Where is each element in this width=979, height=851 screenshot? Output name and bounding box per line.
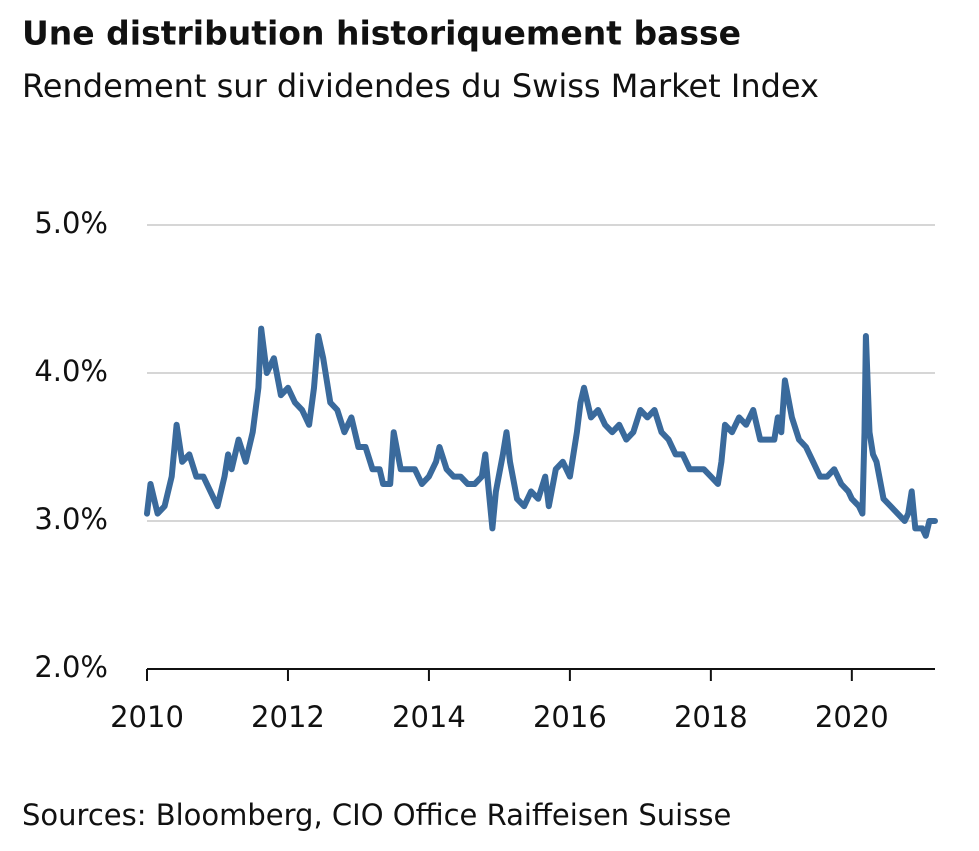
chart-subtitle: Rendement sur dividendes du Swiss Market… [22, 67, 819, 105]
x-tick-label: 2014 [392, 700, 466, 734]
y-tick-label: 2.0% [34, 650, 108, 684]
y-tick-label: 5.0% [34, 206, 108, 240]
x-tick-label: 2012 [251, 700, 325, 734]
y-tick-label: 4.0% [34, 354, 108, 388]
line-series [144, 325, 938, 539]
x-tick-label: 2016 [533, 700, 607, 734]
y-tick-label: 3.0% [34, 502, 108, 536]
x-tick-label: 2018 [674, 700, 748, 734]
x-tick-label: 2010 [110, 700, 184, 734]
source: Sources: Bloomberg, CIO Office Raiffeise… [22, 798, 731, 832]
x-tick-label: 2020 [815, 700, 889, 734]
chart-title: Une distribution historiquement basse [22, 14, 741, 53]
